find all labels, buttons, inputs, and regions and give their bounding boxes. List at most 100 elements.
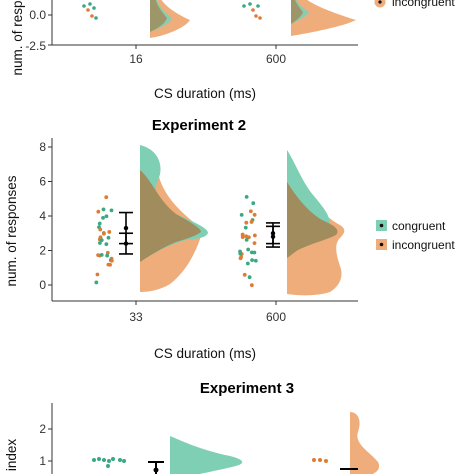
panel2-point (246, 247, 251, 252)
panel2-point (102, 231, 106, 236)
panel1-x-axis-label: CS duration (ms) (154, 86, 256, 101)
panel2-point (95, 272, 100, 277)
panel2-ytick-label: 2 (39, 244, 46, 258)
panel2-point (107, 230, 112, 234)
panel2-ytick-label: 6 (39, 175, 46, 189)
panel3-point (318, 458, 322, 462)
panel1-point (88, 2, 92, 6)
panel1-point (258, 16, 262, 20)
panel1-point (82, 4, 86, 8)
panel2-point (252, 241, 257, 246)
panel2-y-axis-label: num. of responses (4, 175, 19, 286)
panel-experiment-1: num. of responses 0.0 -2.5 16 600 CS dur… (10, 0, 455, 101)
panel1-point (251, 8, 255, 12)
panel2-point (250, 258, 255, 263)
panel1-point (256, 4, 260, 8)
panel3-point (122, 459, 126, 463)
panel2-cloud-overlap (287, 182, 338, 258)
panel2-point (252, 212, 257, 217)
panel2-point (251, 201, 256, 206)
panel2-point (106, 262, 111, 267)
panel2-raw-points (94, 194, 258, 288)
panel1-point (248, 2, 252, 6)
panel3-point (107, 459, 111, 463)
panel2-point (105, 253, 110, 258)
panel2-x-axis-label: CS duration (ms) (154, 346, 256, 361)
panel1-ytick-label: -2.5 (25, 39, 46, 53)
panel2-point (242, 272, 247, 277)
panel2-point (98, 227, 103, 232)
panel2-point (109, 258, 114, 263)
panel2-cloud-overlap (140, 170, 201, 262)
panel2-mean-point (270, 234, 276, 239)
panel3-point (118, 458, 122, 462)
panel2-point (252, 233, 257, 238)
panel2-point (101, 207, 106, 212)
panel2-point (94, 280, 99, 285)
panel3-y-axis-label: index (4, 439, 19, 472)
panel1-cloud-overlap (291, 0, 303, 24)
panel3-point (102, 458, 106, 462)
panel2-point (247, 275, 252, 280)
panel2-legend-label-congruent: congruent (392, 219, 446, 233)
panel2-point (244, 237, 249, 242)
panel3-point (106, 464, 110, 468)
panel2-point (249, 283, 254, 288)
panel2-point (109, 208, 114, 213)
panel3-cloud-congruent (170, 436, 243, 474)
panel2-point (99, 238, 104, 243)
panel1-point (254, 14, 258, 18)
panel-experiment-3: Experiment 3 index 2 1 (4, 380, 380, 474)
panel1-legend-key-dot (378, 0, 382, 4)
panel1-legend-key-incongruent (374, 0, 386, 8)
panel2-y-ticks: 0 2 4 6 8 (39, 140, 52, 292)
panel2-point (249, 220, 254, 224)
panel1-legend-label-incongruent: incongruent (392, 0, 455, 9)
panel1-point (94, 16, 98, 20)
panel2-title: Experiment 2 (152, 117, 246, 134)
panel2-point (106, 235, 111, 240)
panel2-xtick-label: 600 (266, 310, 286, 324)
panel2-point (240, 232, 245, 237)
panel3-mean-point (153, 467, 159, 473)
panel2-xtick-label: 33 (129, 310, 143, 324)
panel1-point (86, 8, 90, 12)
panel2-legend-label-incongruent: incongruent (392, 238, 455, 252)
panel1-cloud-overlap (150, 0, 167, 32)
panel2-legend: congruent incongruent (376, 219, 455, 252)
panel2-ytick-label: 8 (39, 140, 46, 154)
panel1-xtick-label: 16 (129, 52, 143, 66)
panel2-point (243, 225, 248, 230)
panel3-point (92, 458, 96, 462)
panel2-point (99, 252, 104, 257)
panel2-legend-key-dot (379, 223, 384, 228)
panel2-mean-point (123, 241, 129, 246)
panel3-cloud-incongruent (350, 412, 380, 474)
panel2-point (244, 194, 249, 199)
panel2-point (238, 256, 243, 261)
panel2-ytick-label: 0 (39, 278, 46, 292)
panel2-ytick-label: 4 (39, 209, 46, 223)
panel2-point (98, 241, 102, 245)
panel1-ytick-label: 0.0 (29, 8, 46, 22)
panel2-point (96, 209, 101, 214)
panel2-error-bars (119, 211, 280, 255)
panel3-point (324, 459, 328, 463)
panel2-point (104, 214, 109, 219)
panel2-point (245, 261, 250, 266)
panel3-point (312, 458, 316, 462)
panel2-point (239, 212, 244, 217)
panel1-point (92, 6, 96, 10)
panel1-y-axis-label: num. of responses (10, 0, 25, 76)
panel2-point (253, 258, 258, 263)
panel1-point (90, 14, 94, 18)
panel3-ytick-label: 1 (39, 454, 46, 468)
panel3-point (111, 457, 115, 461)
panel2-point (101, 215, 105, 220)
panel2-point (104, 242, 109, 247)
panel3-point (97, 457, 101, 461)
panel2-point (96, 253, 101, 257)
panel2-point (238, 251, 243, 256)
